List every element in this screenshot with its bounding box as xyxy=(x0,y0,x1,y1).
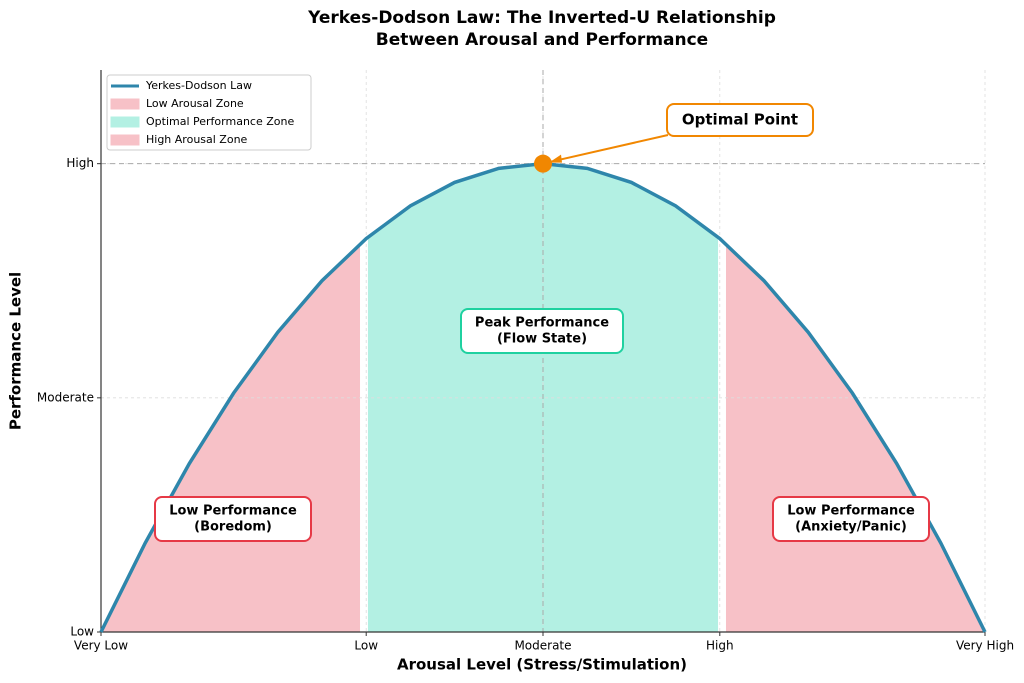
annotation-text: Low Performance xyxy=(787,504,915,519)
legend-label: Low Arousal Zone xyxy=(146,97,244,110)
legend-label: High Arousal Zone xyxy=(146,133,248,146)
x-axis-label: Arousal Level (Stress/Stimulation) xyxy=(397,656,687,674)
legend-label: Optimal Performance Zone xyxy=(146,115,294,128)
annotation-box xyxy=(154,496,312,542)
zone-area xyxy=(725,244,985,632)
legend-swatch xyxy=(110,116,140,128)
annotation-box xyxy=(666,103,814,137)
legend-swatch xyxy=(110,134,140,146)
y-axis-label: Performance Level xyxy=(7,272,25,430)
x-tick-label: Very Low xyxy=(74,639,128,653)
y-tick-label: Low xyxy=(70,625,94,639)
y-tick-label: High xyxy=(66,156,94,170)
y-tick-label: Moderate xyxy=(37,390,94,404)
arrow-head xyxy=(549,154,562,163)
zone-area xyxy=(101,244,361,632)
chart-title: Yerkes-Dodson Law: The Inverted-U Relati… xyxy=(307,8,776,28)
annotation-text: (Flow State) xyxy=(497,332,587,347)
chart-title: Between Arousal and Performance xyxy=(376,30,708,50)
annotation-arrow xyxy=(550,134,669,163)
annotation-box xyxy=(772,496,930,542)
x-tick-label: High xyxy=(706,639,734,653)
x-tick-label: Very High xyxy=(956,639,1014,653)
legend-box xyxy=(106,74,312,151)
x-tick-label: Moderate xyxy=(514,639,571,653)
legend-label: Yerkes-Dodson Law xyxy=(145,79,252,92)
annotation-box xyxy=(460,308,624,354)
legend-swatch xyxy=(110,98,140,110)
annotation-text: (Boredom) xyxy=(194,520,272,535)
x-tick-label: Low xyxy=(354,639,378,653)
optimal-point xyxy=(534,154,552,173)
annotation-label: Optimal Point xyxy=(682,111,798,129)
annotation-text: (Anxiety/Panic) xyxy=(795,520,907,535)
annotation-text: Peak Performance xyxy=(475,316,609,331)
annotation-text: Low Performance xyxy=(169,504,297,519)
